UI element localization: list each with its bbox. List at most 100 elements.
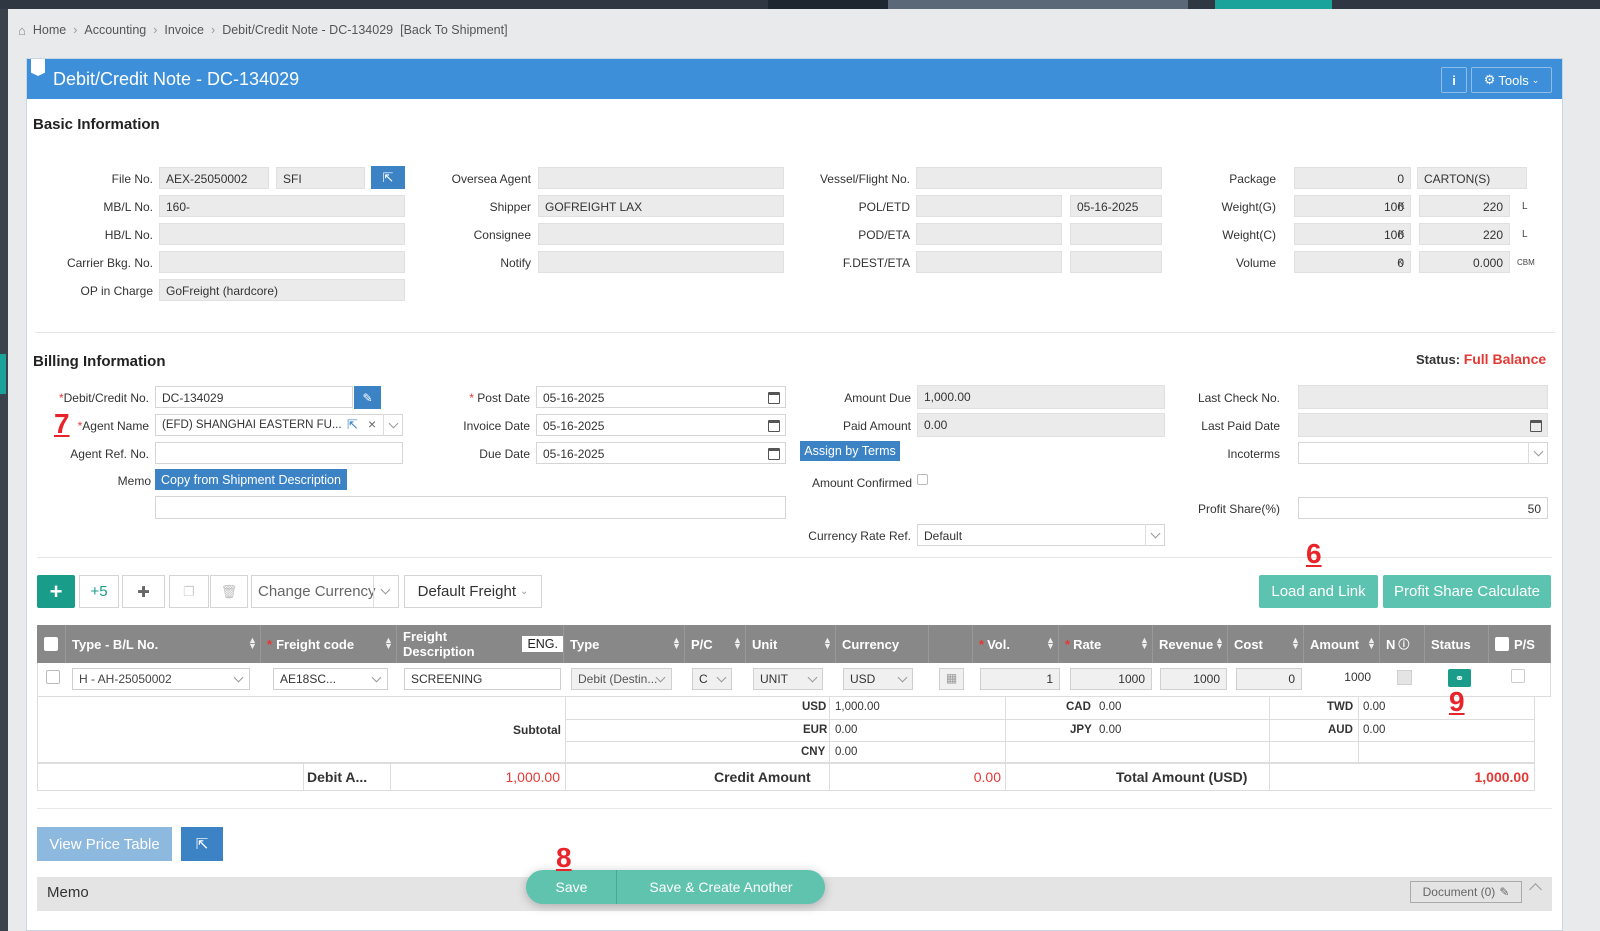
breadcrumb-home[interactable]: Home xyxy=(32,23,67,37)
header-vol[interactable]: * Vol. ▲ ▼ xyxy=(973,625,1059,663)
pod-field[interactable] xyxy=(916,223,1062,245)
consignee-field[interactable] xyxy=(538,223,784,245)
header-type[interactable]: Type ▲ ▼ xyxy=(564,625,685,663)
header-revenue[interactable]: Revenue ▲ ▼ xyxy=(1153,625,1228,663)
vessel-field[interactable] xyxy=(916,167,1162,189)
memo-textarea[interactable] xyxy=(155,496,786,519)
last-check-field[interactable] xyxy=(1298,385,1548,409)
package-unit-field[interactable]: CARTON(S) xyxy=(1417,167,1527,189)
default-freight-button[interactable]: Default Freight ⌄ xyxy=(404,575,542,608)
header-freight-code[interactable]: * Freight code ▲ ▼ xyxy=(261,625,397,663)
currency-rate-select[interactable]: Default xyxy=(917,524,1165,546)
agent-name-field[interactable]: (EFD) SHANGHAI EASTERN FU... xyxy=(155,414,403,436)
pc-select[interactable]: C xyxy=(692,668,732,690)
change-currency-select[interactable]: Change Currency xyxy=(251,575,399,608)
header-type-bl[interactable]: Type - B/L No. ▲ ▼ xyxy=(66,625,261,663)
type-select[interactable]: Debit (Destin... xyxy=(571,668,672,690)
link-icon[interactable]: ⚭ xyxy=(1448,669,1471,687)
mbl-field[interactable]: 160- xyxy=(159,195,405,217)
notify-field[interactable] xyxy=(538,251,784,273)
ps-checkbox[interactable] xyxy=(1511,669,1525,683)
package-field[interactable]: 0 xyxy=(1294,167,1411,189)
type-bl-select[interactable]: H - AH-25050002 xyxy=(72,668,250,690)
weight-c-l-field[interactable]: 220 xyxy=(1419,223,1510,245)
info-icon[interactable]: ⓘ xyxy=(1398,639,1410,651)
save-button[interactable]: Save xyxy=(555,879,588,895)
copy-from-shipment-button[interactable]: Copy from Shipment Description xyxy=(155,469,347,490)
etd-field[interactable]: 05-16-2025 xyxy=(1070,195,1162,217)
unit-select[interactable]: UNIT xyxy=(753,668,823,690)
weight-g-k-field[interactable]: 100 xyxy=(1294,195,1411,217)
oversea-agent-field[interactable] xyxy=(538,167,784,189)
file-type-field[interactable]: SFI xyxy=(276,167,365,189)
home-icon[interactable]: ⌂ xyxy=(18,22,26,38)
calculator-icon[interactable]: ▦ xyxy=(939,668,964,690)
eng-toggle[interactable]: ENG. xyxy=(522,636,563,652)
profit-share-calculate-button[interactable]: Profit Share Calculate xyxy=(1383,575,1551,608)
row-checkbox[interactable] xyxy=(46,670,60,684)
op-field[interactable]: GoFreight (hardcore) xyxy=(159,279,405,301)
header-rate[interactable]: * Rate ▲ ▼ xyxy=(1059,625,1153,663)
save-and-create-another-button[interactable]: Save & Create Another xyxy=(649,879,793,895)
assign-by-terms-button[interactable]: Assign by Terms xyxy=(800,441,900,461)
add-row-button[interactable]: + xyxy=(37,575,75,608)
generate-number-icon[interactable]: ✎ xyxy=(354,386,381,409)
eta-field[interactable] xyxy=(1070,223,1162,245)
header-pc[interactable]: P/C ▲ ▼ xyxy=(685,625,746,663)
invoice-date-field[interactable]: 05-16-2025 xyxy=(536,414,786,436)
currency-select[interactable]: USD xyxy=(843,668,913,690)
ps-all-checkbox[interactable] xyxy=(1495,637,1509,651)
header-cost[interactable]: Cost ▲ ▼ xyxy=(1228,625,1304,663)
fdest-eta-field[interactable] xyxy=(1070,251,1162,273)
last-paid-field[interactable] xyxy=(1298,413,1548,437)
open-file-icon[interactable]: ⇱ xyxy=(371,166,405,189)
add-multiple-icon[interactable]: ✚ xyxy=(122,575,165,608)
post-date-field[interactable]: 05-16-2025 xyxy=(536,386,786,408)
amount-confirmed-checkbox[interactable] xyxy=(917,474,928,485)
view-price-table-button[interactable]: View Price Table xyxy=(37,827,172,861)
trash-icon[interactable]: 🗑 xyxy=(210,575,248,608)
agent-ref-field[interactable] xyxy=(155,442,403,464)
pol-field[interactable] xyxy=(916,195,1062,217)
open-agent-icon[interactable]: ⇱ xyxy=(347,417,358,432)
profit-share-field[interactable]: 50 xyxy=(1298,497,1548,519)
calendar-icon[interactable] xyxy=(768,448,780,460)
open-external-icon[interactable]: ⇱ xyxy=(181,827,223,861)
fdest-field[interactable] xyxy=(916,251,1062,273)
header-amount[interactable]: Amount ▲ ▼ xyxy=(1304,625,1380,663)
dc-no-field[interactable]: DC-134029 xyxy=(155,386,353,408)
cost-input[interactable]: 0 xyxy=(1236,668,1302,690)
info-button[interactable]: i xyxy=(1441,67,1467,93)
breadcrumb-invoice[interactable]: Invoice xyxy=(164,23,205,37)
due-date-field[interactable]: 05-16-2025 xyxy=(536,442,786,464)
volume-cbm-field[interactable]: 0.000 xyxy=(1419,251,1510,273)
incoterms-select[interactable] xyxy=(1298,442,1548,464)
vol-input[interactable]: 1 xyxy=(980,668,1060,690)
carrier-bkg-field[interactable] xyxy=(159,251,405,273)
load-and-link-button[interactable]: Load and Link xyxy=(1259,575,1378,608)
clear-icon[interactable]: × xyxy=(368,416,377,432)
weight-c-k-field[interactable]: 100 xyxy=(1294,223,1411,245)
weight-g-l-field[interactable]: 220 xyxy=(1419,195,1510,217)
file-no-field[interactable]: AEX-25050002 xyxy=(159,167,269,189)
volume-k-field[interactable]: 0 xyxy=(1294,251,1411,273)
copy-icon[interactable]: ❐ xyxy=(169,575,209,608)
document-button[interactable]: Document (0) ✎ xyxy=(1410,881,1522,903)
calendar-icon[interactable] xyxy=(768,392,780,404)
bookmark-icon[interactable] xyxy=(31,59,45,76)
back-to-shipment-link[interactable]: [Back To Shipment] xyxy=(400,23,508,37)
rate-input[interactable]: 1000 xyxy=(1070,668,1152,690)
calendar-icon[interactable] xyxy=(768,420,780,432)
chevron-up-icon[interactable] xyxy=(1529,883,1542,896)
shipper-field[interactable]: GOFREIGHT LAX xyxy=(538,195,784,217)
calendar-icon[interactable] xyxy=(1530,420,1542,432)
add-five-rows-button[interactable]: +5 xyxy=(79,575,119,608)
n-checkbox[interactable] xyxy=(1397,670,1412,685)
tools-button[interactable]: ⚙ Tools ⌄ xyxy=(1471,67,1552,93)
breadcrumb-accounting[interactable]: Accounting xyxy=(84,23,147,37)
freight-description-input[interactable]: SCREENING xyxy=(404,668,561,690)
freight-code-select[interactable]: AE18SC... xyxy=(273,668,388,690)
hbl-field[interactable] xyxy=(159,223,405,245)
revenue-input[interactable]: 1000 xyxy=(1160,668,1227,690)
select-all-checkbox[interactable] xyxy=(44,637,58,651)
